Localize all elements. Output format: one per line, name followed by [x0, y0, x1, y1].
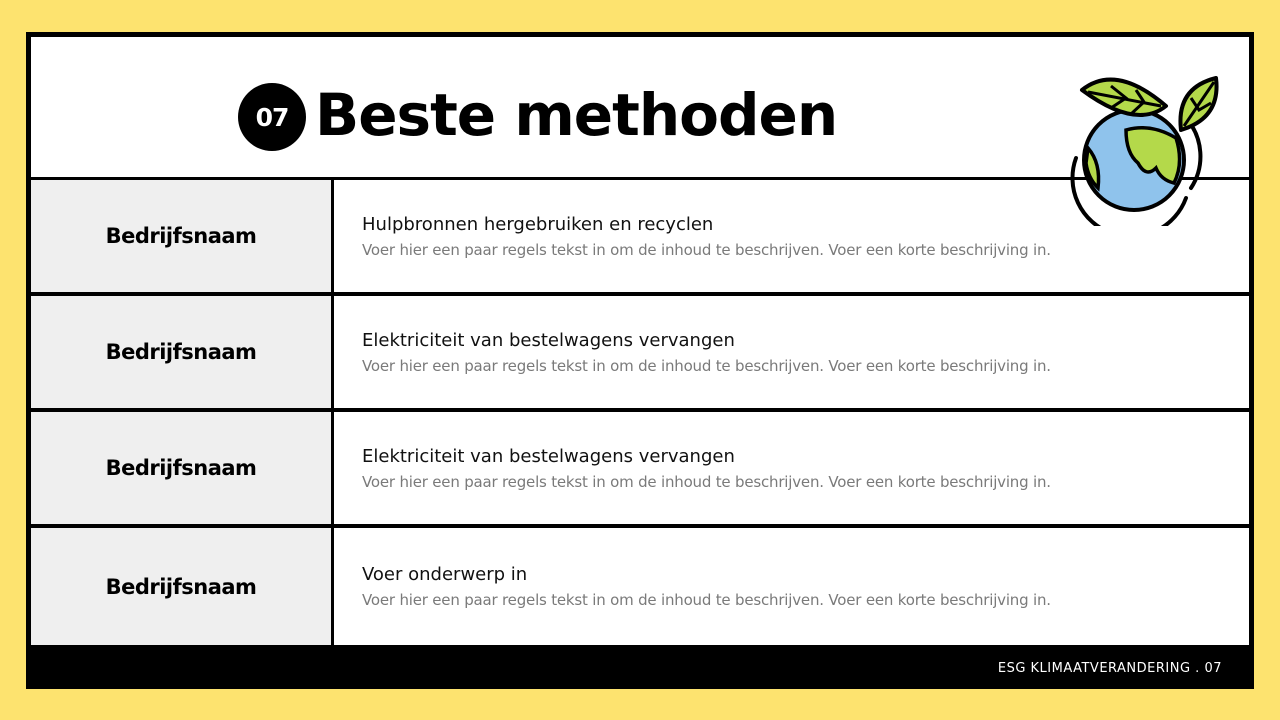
- page-title: Beste methoden: [315, 81, 838, 149]
- section-number-badge: 07: [238, 83, 306, 151]
- row-topic: Hulpbronnen hergebruiken en recyclen: [362, 213, 714, 235]
- row-description: Voer hier een paar regels tekst in om de…: [362, 356, 1051, 375]
- row-description: Voer hier een paar regels tekst in om de…: [362, 240, 1051, 259]
- row-topic: Voer onderwerp in: [362, 564, 528, 585]
- table-row: Bedrijfsnaam Voer onderwerp in Voer hier …: [31, 528, 1249, 645]
- row-topic: Elektriciteit van bestelwagens vervangen: [362, 445, 735, 467]
- globe-leaves-icon: [1070, 76, 1219, 226]
- table-row: Bedrijfsnaam Hulpbronnen hergebruiken en…: [31, 180, 1249, 292]
- row-topic: Elektriciteit van bestelwagens vervangen: [362, 329, 735, 351]
- row-description: Voer hier een paar regels tekst in om de…: [362, 591, 1051, 609]
- row-description: Voer hier een paar regels tekst in om de…: [362, 472, 1051, 491]
- slide: 07 Beste methoden Bedrijfsnaam Hulpbronn…: [26, 32, 1254, 689]
- table-row: Bedrijfsnaam Elektriciteit van bestelwag…: [31, 296, 1249, 408]
- company-name: Bedrijfsnaam: [31, 296, 331, 408]
- footer-text: ESG KLIMAATVERANDERING . 07: [997, 661, 1222, 676]
- company-name: Bedrijfsnaam: [31, 180, 331, 292]
- table-row: Bedrijfsnaam Elektriciteit van bestelwag…: [31, 412, 1249, 524]
- header: 07 Beste methoden: [31, 37, 1249, 177]
- company-name: Bedrijfsnaam: [31, 412, 331, 524]
- company-name: Bedrijfsnaam: [31, 528, 331, 645]
